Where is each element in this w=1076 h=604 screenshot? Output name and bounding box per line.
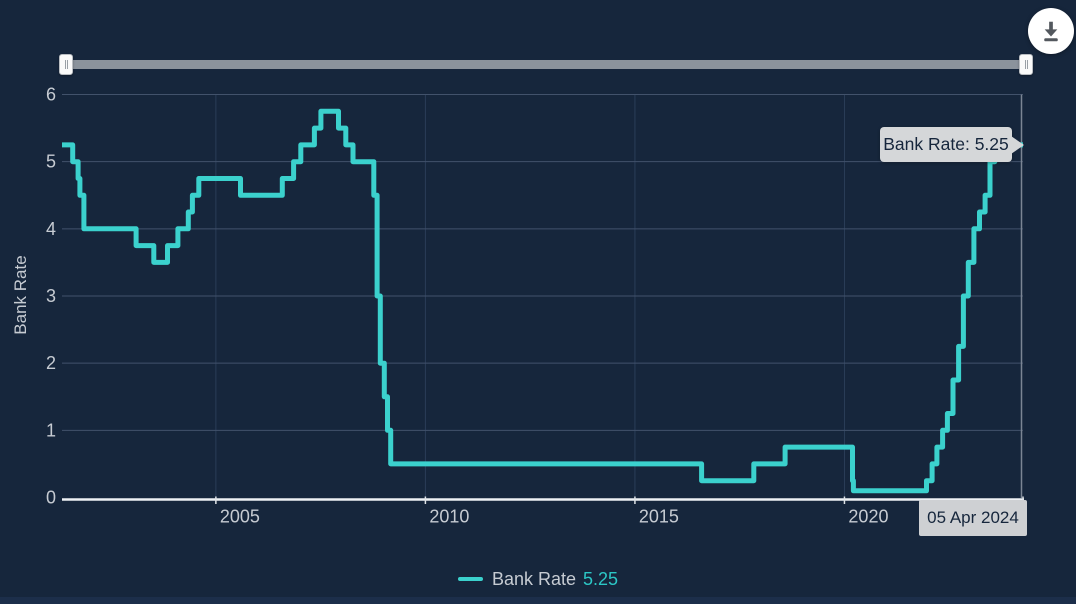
yaxis-title: Bank Rate: [11, 255, 30, 335]
svg-text:4: 4: [46, 219, 56, 239]
svg-text:2015: 2015: [639, 507, 679, 527]
svg-text:2010: 2010: [429, 507, 469, 527]
slider-handle-left[interactable]: [59, 54, 73, 75]
range-selector: [0, 53, 1076, 79]
tooltip-text: Bank Rate: 5.25: [883, 134, 1009, 154]
svg-text:2005: 2005: [220, 507, 260, 527]
svg-text:6: 6: [46, 85, 56, 105]
svg-text:3: 3: [46, 286, 56, 306]
tooltip: Bank Rate: 5.25: [880, 127, 1024, 162]
tooltip-arrow: [1011, 135, 1024, 154]
slider-track[interactable]: [62, 60, 1030, 69]
rate-line: [62, 108, 1023, 494]
legend-line-marker: [457, 576, 483, 582]
slider-handle-right[interactable]: [1019, 54, 1033, 75]
legend-label: Bank Rate: [491, 568, 576, 589]
svg-text:2: 2: [46, 353, 56, 373]
download-button[interactable]: [1028, 8, 1074, 54]
download-icon: [1044, 21, 1058, 42]
svg-text:0: 0: [46, 488, 56, 508]
crosshair-date-label: 05 Apr 2024: [919, 500, 1027, 536]
y-axis-labels: 0 1 2 3 4 5 6: [46, 85, 56, 508]
legend-value: 5.25: [583, 568, 619, 589]
legend: Bank Rate 5.25: [0, 566, 1076, 592]
x-axis-labels: 2005 2010 2015 2020: [220, 507, 889, 527]
svg-text:2020: 2020: [848, 507, 888, 527]
horizontal-gridlines: [62, 94, 1023, 431]
svg-text:1: 1: [46, 420, 56, 440]
legend-item-bank-rate[interactable]: Bank Rate 5.25: [457, 568, 619, 590]
svg-text:5: 5: [46, 152, 56, 172]
footer-strip: [0, 597, 1076, 604]
